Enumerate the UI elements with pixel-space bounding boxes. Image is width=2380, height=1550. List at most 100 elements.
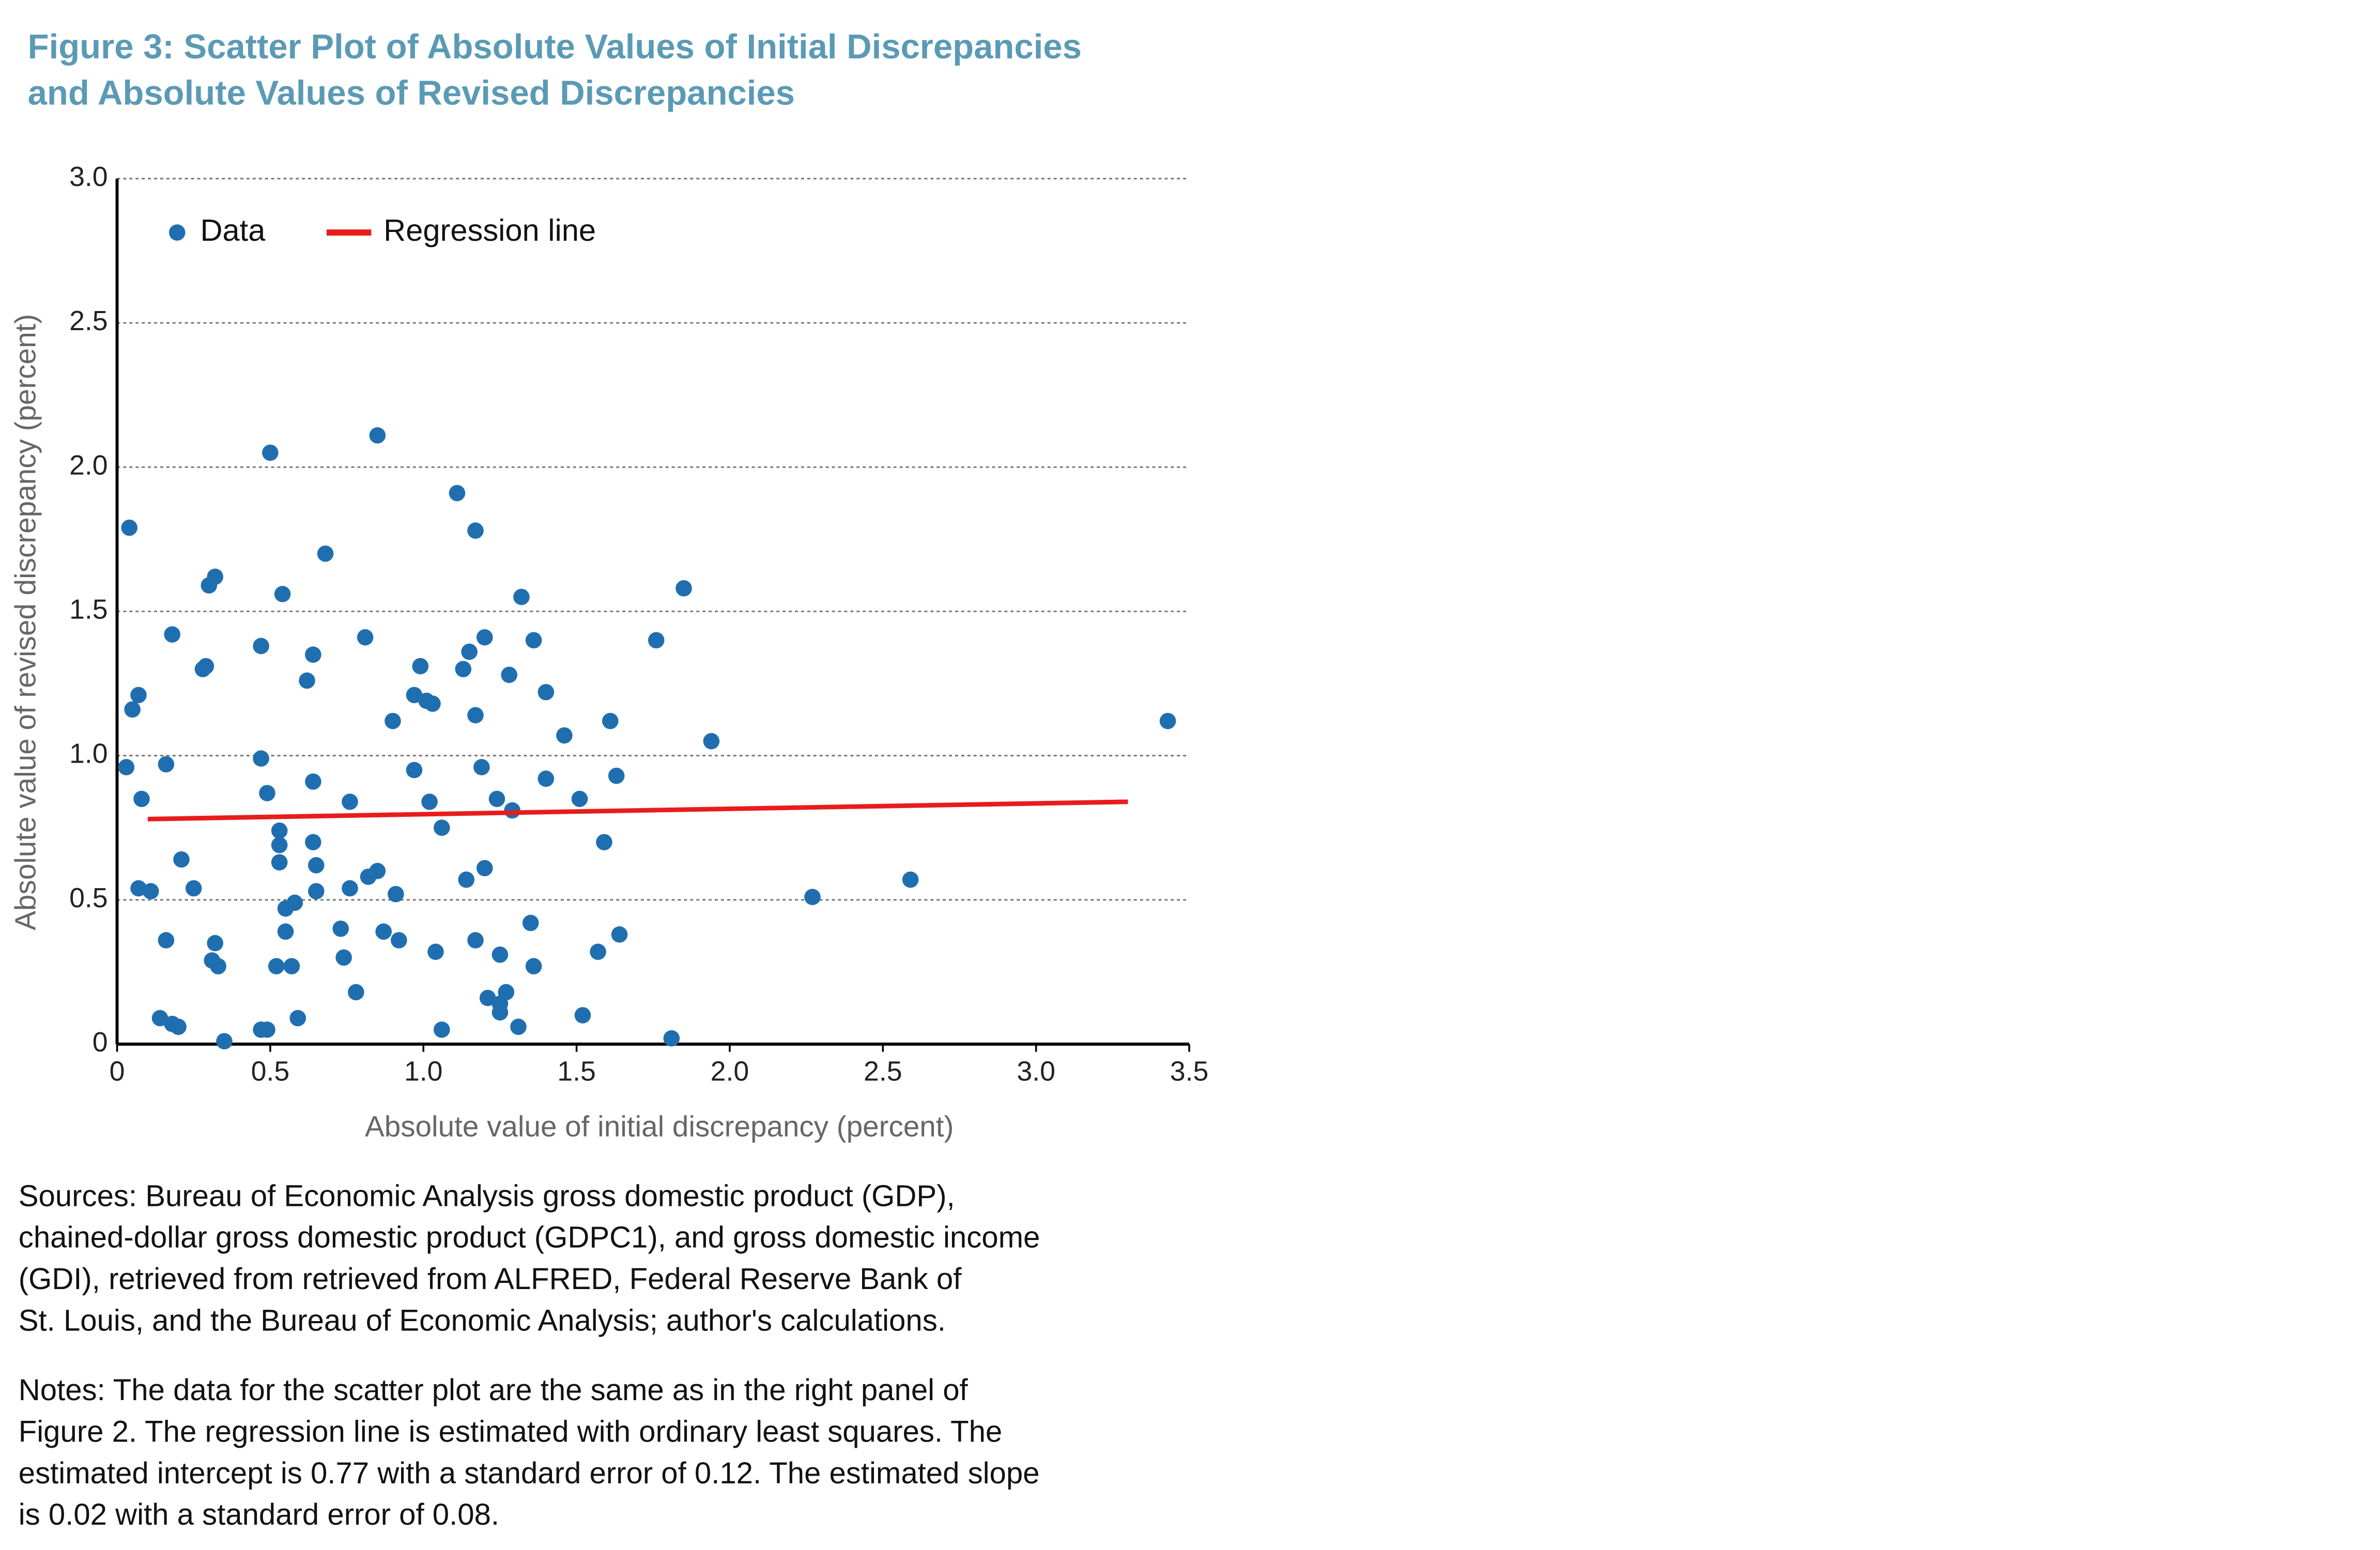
data-point xyxy=(492,1004,509,1021)
data-point xyxy=(424,695,441,712)
data-point xyxy=(501,667,517,683)
x-tick-label: 3.5 xyxy=(1170,1056,1209,1087)
data-point xyxy=(412,658,429,675)
x-tick-label: 2.0 xyxy=(711,1056,749,1087)
data-point xyxy=(385,712,401,730)
data-point xyxy=(348,984,364,1001)
data-point xyxy=(476,860,493,877)
data-point xyxy=(286,894,303,911)
legend-label: Regression line xyxy=(383,213,596,247)
data-point xyxy=(513,588,530,606)
data-point xyxy=(449,485,466,502)
data-point xyxy=(253,750,269,767)
legend-marker xyxy=(168,224,186,241)
data-point xyxy=(185,880,202,897)
x-tick-label: 1.0 xyxy=(404,1056,443,1087)
data-point xyxy=(455,661,472,677)
data-point xyxy=(467,522,484,539)
x-axis-title: Absolute value of initial discrepancy (p… xyxy=(365,1111,954,1143)
data-point xyxy=(467,932,484,949)
data-point xyxy=(133,791,150,808)
data-point xyxy=(608,767,625,784)
data-point xyxy=(703,733,720,750)
data-point xyxy=(525,958,542,974)
data-point xyxy=(253,638,269,655)
y-tick-label: 0 xyxy=(93,1027,108,1058)
data-point xyxy=(602,712,619,730)
y-tick-label: 2.5 xyxy=(69,305,108,336)
data-point xyxy=(476,629,493,646)
data-point xyxy=(571,791,588,808)
data-point xyxy=(130,880,147,897)
x-tick-label: 1.5 xyxy=(557,1056,596,1087)
data-point xyxy=(648,632,665,648)
data-point xyxy=(488,791,505,808)
data-point xyxy=(271,822,288,839)
data-point xyxy=(274,586,291,602)
notes-line: estimated intercept is 0.77 with a stand… xyxy=(19,1456,1040,1490)
data-point xyxy=(538,684,555,701)
data-point xyxy=(317,545,334,562)
y-tick-label: 3.0 xyxy=(69,161,108,192)
data-point xyxy=(271,854,288,871)
y-tick-label: 0.5 xyxy=(69,882,108,913)
data-point xyxy=(308,883,325,900)
y-tick-label: 1.5 xyxy=(69,594,108,625)
data-point xyxy=(357,629,374,646)
x-tick-label: 0.5 xyxy=(251,1056,290,1087)
data-point xyxy=(492,946,509,963)
data-point xyxy=(158,932,175,949)
data-point xyxy=(207,935,223,952)
data-point xyxy=(158,756,175,773)
data-point xyxy=(121,519,138,536)
chart-title: and Absolute Values of Revised Discrepan… xyxy=(28,74,795,113)
data-point xyxy=(388,886,404,903)
data-point xyxy=(596,834,612,850)
data-point xyxy=(332,920,349,937)
data-point xyxy=(369,863,386,879)
data-point xyxy=(210,958,226,974)
data-point xyxy=(207,568,223,585)
data-point xyxy=(479,989,496,1006)
sources-line: chained-dollar gross domestic product (G… xyxy=(19,1221,1040,1254)
data-point xyxy=(130,687,147,704)
y-tick-label: 2.0 xyxy=(69,450,108,481)
data-point xyxy=(510,1018,527,1035)
data-point xyxy=(283,958,300,974)
data-point xyxy=(308,857,325,874)
data-point xyxy=(427,943,444,960)
data-point xyxy=(369,427,386,444)
data-point xyxy=(804,889,821,905)
data-point xyxy=(421,794,438,810)
data-point xyxy=(461,643,478,660)
data-point xyxy=(271,836,288,854)
data-point xyxy=(406,762,423,779)
data-point xyxy=(289,1010,306,1027)
y-axis-title: Absolute value of revised discrepancy (p… xyxy=(10,314,42,931)
x-tick-label: 0 xyxy=(110,1056,125,1087)
data-point xyxy=(1159,712,1176,730)
regression-line xyxy=(147,799,1128,822)
data-point xyxy=(259,1021,275,1038)
chart-title: Figure 3: Scatter Plot of Absolute Value… xyxy=(28,27,1082,66)
data-point xyxy=(406,687,423,704)
data-point xyxy=(170,1018,187,1035)
data-point xyxy=(268,958,285,974)
data-point xyxy=(142,883,159,900)
data-point xyxy=(342,880,358,897)
data-point xyxy=(663,1030,680,1047)
data-point xyxy=(556,727,573,744)
data-point xyxy=(574,1007,591,1024)
data-point xyxy=(277,923,294,940)
data-point xyxy=(473,759,490,776)
data-point xyxy=(305,773,321,790)
data-point xyxy=(151,1010,168,1027)
data-point xyxy=(675,580,692,597)
data-point xyxy=(118,759,135,776)
sources-line: St. Louis, and the Bureau of Economic An… xyxy=(19,1304,946,1338)
data-point xyxy=(216,1033,233,1050)
data-point xyxy=(197,658,214,675)
x-tick-label: 3.0 xyxy=(1017,1056,1055,1087)
